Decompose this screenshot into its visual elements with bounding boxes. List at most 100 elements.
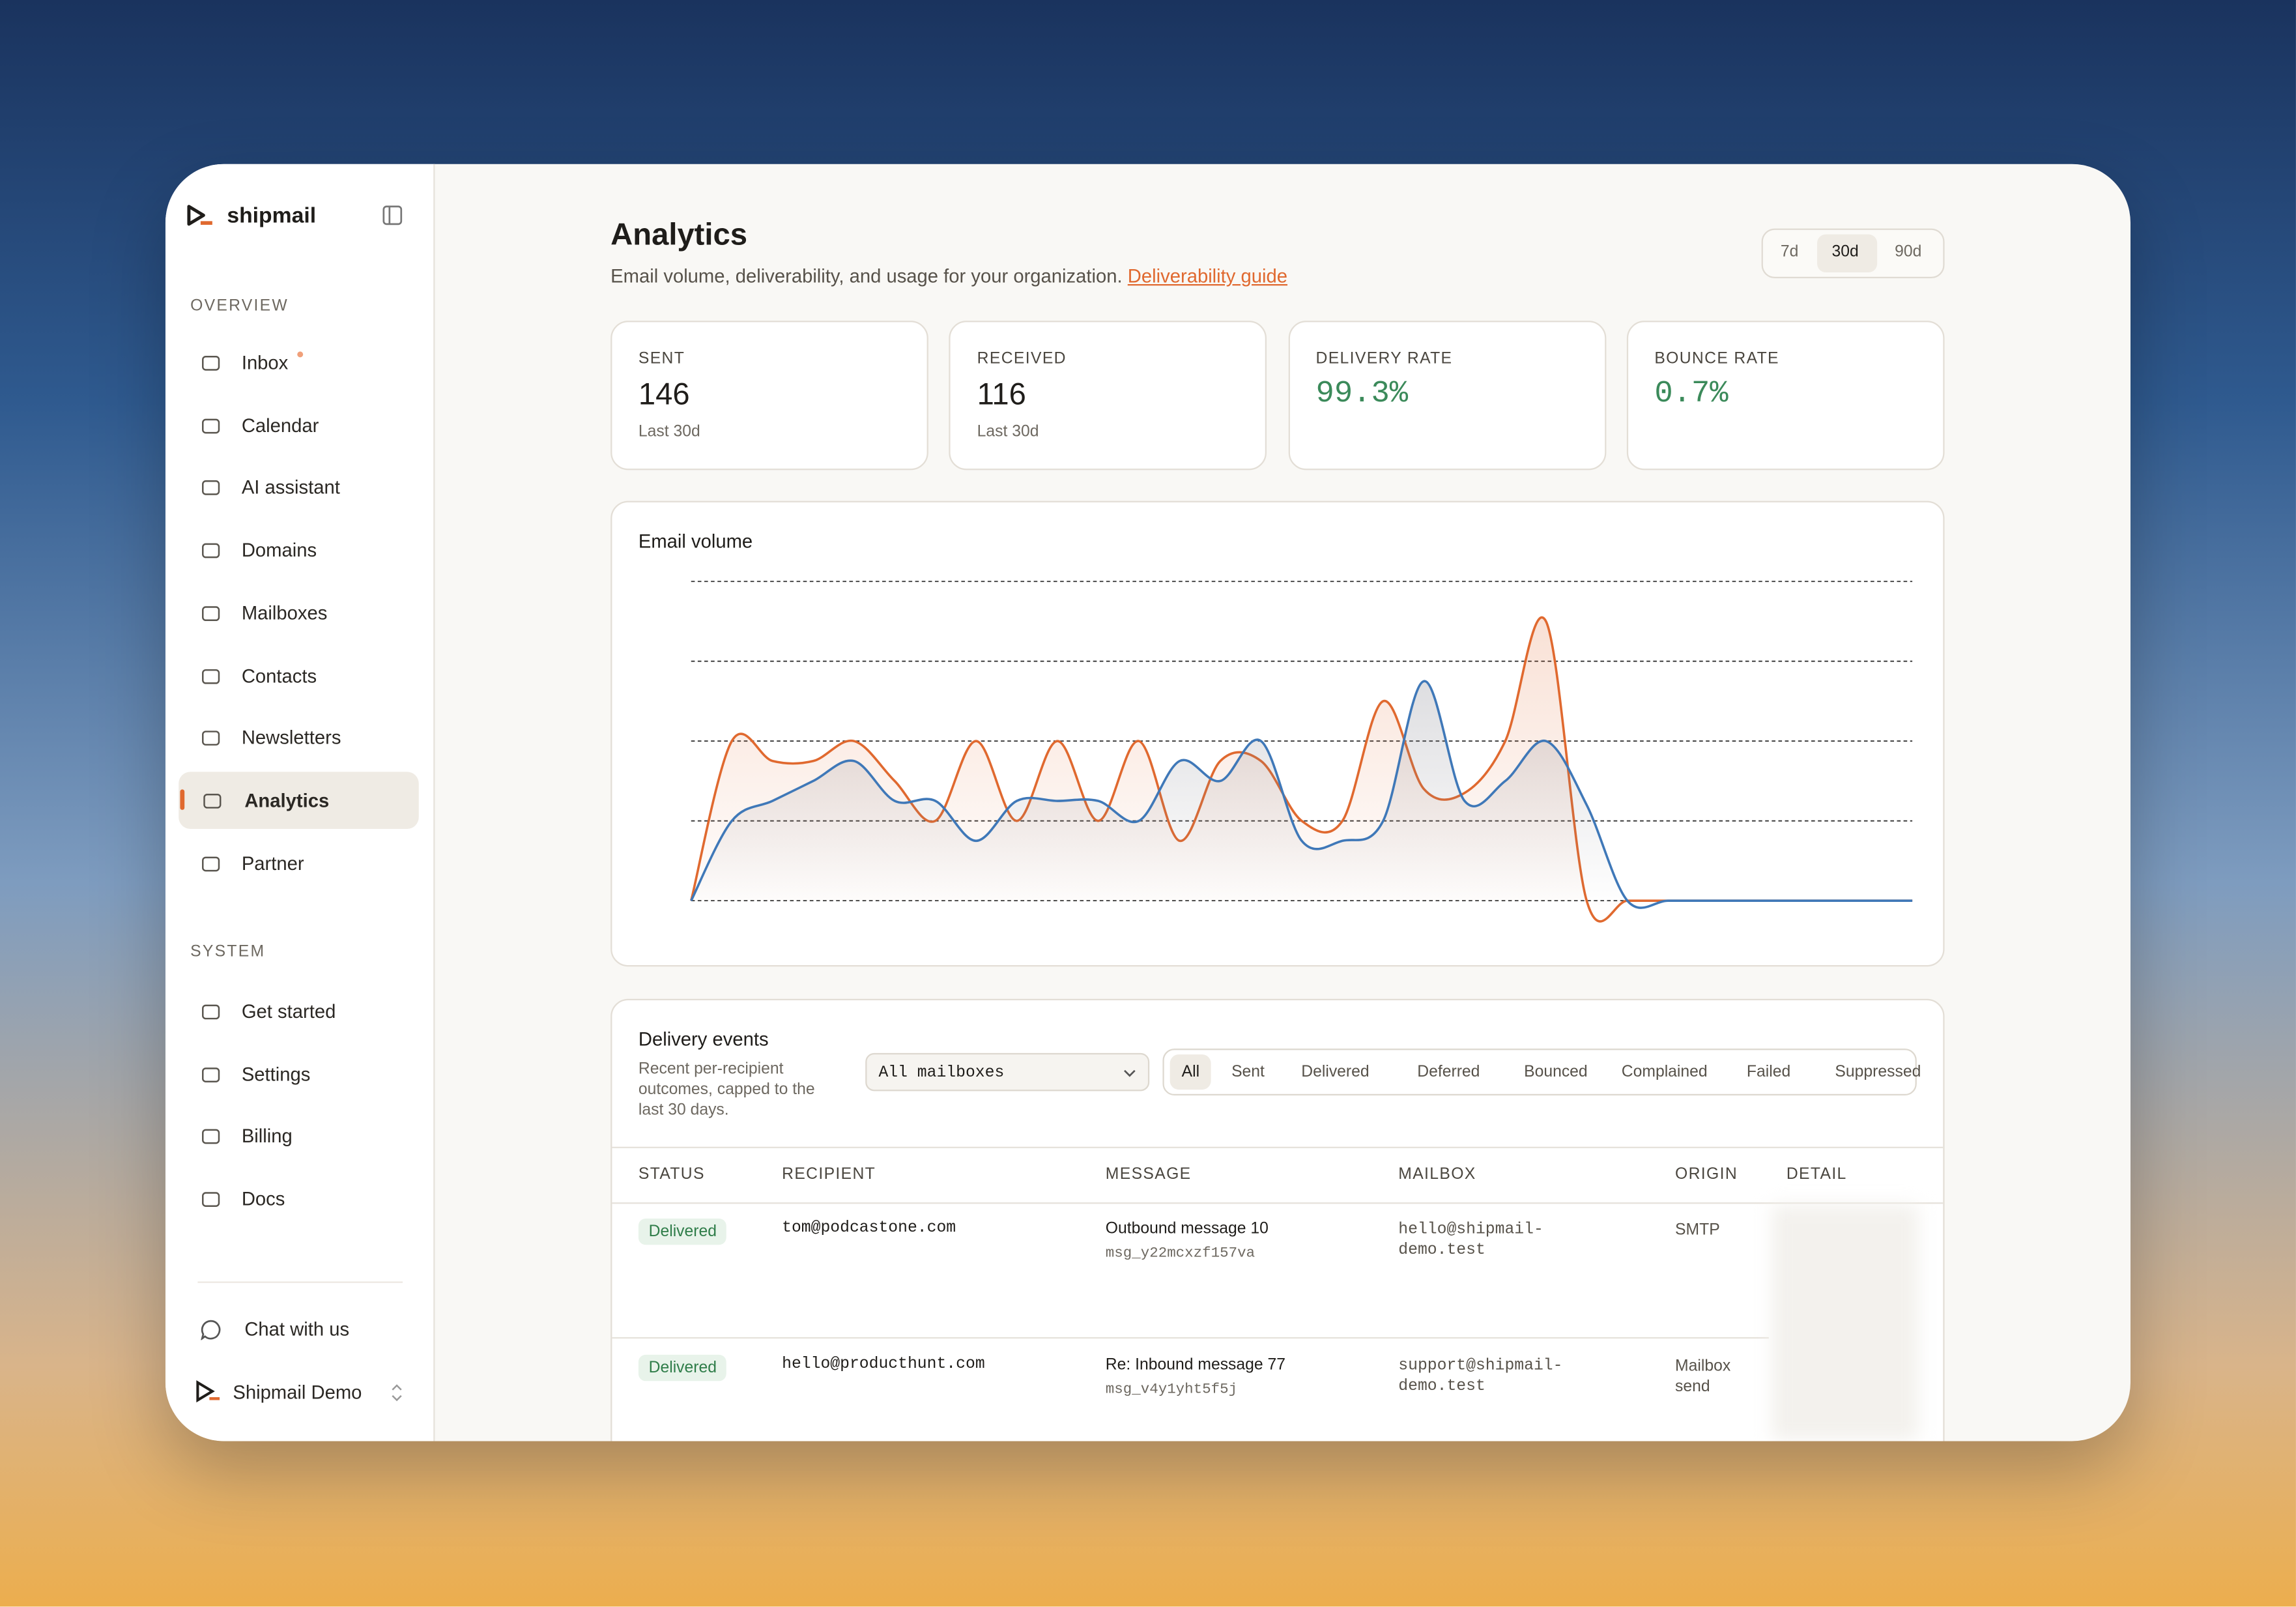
divider	[197, 1281, 403, 1283]
section-label: OVERVIEW	[190, 297, 289, 315]
stat-value: 99.3%	[1315, 377, 1409, 412]
icon-shape	[202, 1192, 220, 1208]
mailbox-select[interactable]: All mailboxes	[865, 1052, 1150, 1092]
recipient: hello@producthunt.com	[782, 1356, 985, 1374]
range-button[interactable]: 7d	[1780, 243, 1799, 261]
stat-card: BOUNCE RATE 0.7%	[1626, 321, 1945, 471]
range-active	[1817, 234, 1878, 273]
nav-icon	[203, 793, 222, 809]
nav-icon	[202, 1129, 220, 1145]
nav-item[interactable]: Settings	[241, 1062, 311, 1085]
nav-icon	[202, 480, 220, 496]
icon-shape	[203, 793, 222, 809]
chat-icon	[201, 1320, 221, 1340]
nav-item[interactable]: Mailboxes	[241, 601, 328, 624]
origin: Mailbox send	[1675, 1357, 1731, 1396]
icon-shape	[202, 1129, 220, 1145]
filter-tab[interactable]: Deferred	[1417, 1063, 1480, 1081]
stat-label: DELIVERY RATE	[1315, 350, 1453, 368]
filter-tab[interactable]: Sent	[1231, 1063, 1265, 1081]
nav-active-marker	[180, 789, 185, 810]
stat-value: 0.7%	[1654, 377, 1729, 412]
stat-label: SENT	[638, 350, 685, 368]
detail-blurred	[1772, 1205, 1919, 1440]
column-header: RECIPIENT	[782, 1165, 876, 1183]
nav-item[interactable]: Analytics	[244, 789, 330, 811]
filter-tab[interactable]: Bounced	[1524, 1063, 1588, 1081]
app-window: shipmail OVERVIEW SYSTEM Inbox Calendar AI…	[165, 164, 2131, 1441]
workspace-logo	[196, 1380, 220, 1403]
message-subject: Re: Inbound message 77	[1105, 1356, 1286, 1374]
nav-item[interactable]: Partner	[241, 852, 304, 874]
events-description: Recent per-recipient outcomes, capped to…	[638, 1060, 815, 1120]
chevrons	[392, 1384, 402, 1402]
icon-shape	[202, 418, 220, 433]
nav-item[interactable]: Docs	[241, 1187, 285, 1210]
icon-shape	[202, 1004, 220, 1020]
nav-icon	[202, 1004, 220, 1020]
collapse-button[interactable]	[382, 205, 403, 225]
brand: shipmail	[227, 203, 317, 229]
subtitle: Email volume, deliverability, and usage …	[610, 265, 1287, 287]
filter-tab[interactable]: All	[1170, 1054, 1212, 1090]
nav-icon	[202, 1067, 220, 1082]
nav-icon	[202, 543, 220, 558]
nav-item[interactable]: Contacts	[241, 664, 317, 686]
table-header	[612, 1146, 1944, 1204]
origin: SMTP	[1675, 1221, 1720, 1239]
chart: Email volume	[639, 532, 1913, 923]
chat-link[interactable]: Chat with us	[244, 1318, 350, 1340]
message-id: msg_y22mcxzf157va	[1105, 1246, 1256, 1263]
column-header: ORIGIN	[1675, 1165, 1738, 1183]
workspace-switcher[interactable]: Shipmail Demo	[233, 1381, 362, 1404]
chart-card: Email volume	[610, 500, 1945, 967]
filter-tab[interactable]: Suppressed	[1835, 1063, 1921, 1081]
nav-item[interactable]: Get started	[241, 1000, 336, 1022]
page-title: Analytics	[610, 218, 748, 252]
range-toggle: 7d 30d 90d	[1761, 228, 1945, 279]
area	[691, 681, 1913, 908]
filter-tab[interactable]: Failed	[1746, 1063, 1791, 1081]
nav-item[interactable]: Inbox	[241, 351, 289, 374]
unread-dot	[297, 351, 304, 358]
nav-icon	[202, 1192, 220, 1208]
events-card: Delivery events Recent per-recipient out…	[610, 998, 1945, 1441]
status-badge: Delivered	[638, 1354, 727, 1382]
guide-link[interactable]: Deliverability guide	[1127, 265, 1288, 287]
nav-icon	[202, 731, 220, 746]
range-button[interactable]: 90d	[1895, 243, 1922, 261]
stat-card: RECEIVED 116 Last 30d	[949, 321, 1267, 471]
icon-shape	[202, 668, 220, 684]
column-header: MAILBOX	[1398, 1165, 1476, 1183]
events-title: Delivery events	[638, 1028, 769, 1050]
message-subject: Outbound message 10	[1105, 1220, 1269, 1238]
filter-tab[interactable]: Delivered	[1301, 1063, 1370, 1081]
filter-tab[interactable]: Complained	[1621, 1063, 1708, 1081]
nav-active-bg	[179, 772, 419, 829]
chart-title: Email volume	[639, 532, 753, 553]
range-button[interactable]: 30d	[1831, 243, 1859, 261]
icon-shape	[202, 856, 220, 871]
column-header: DETAIL	[1786, 1165, 1847, 1183]
nav-item[interactable]: Calendar	[241, 414, 319, 437]
nav-item[interactable]: Billing	[241, 1125, 293, 1148]
nav-item[interactable]: Domains	[241, 539, 317, 561]
nav-item[interactable]: Newsletters	[241, 727, 341, 749]
stat-label: RECEIVED	[977, 350, 1067, 368]
nav-item[interactable]: AI assistant	[241, 476, 340, 499]
column-header: STATUS	[638, 1165, 705, 1183]
nav-icon	[202, 856, 220, 871]
message-id: msg_v4y1yht5f5j	[1105, 1382, 1238, 1399]
icon-shape	[202, 731, 220, 746]
status-badge: Delivered	[638, 1218, 727, 1245]
stat-card: SENT 146 Last 30d	[610, 321, 928, 471]
nav-icon	[202, 356, 220, 371]
select-value: All mailboxes	[878, 1064, 1005, 1082]
icon-shape	[202, 480, 220, 496]
mailbox: support@shipmail-demo.test	[1398, 1357, 1563, 1396]
icon-shape	[202, 356, 220, 371]
section-label: SYSTEM	[190, 943, 266, 961]
nav-icon	[202, 418, 220, 433]
